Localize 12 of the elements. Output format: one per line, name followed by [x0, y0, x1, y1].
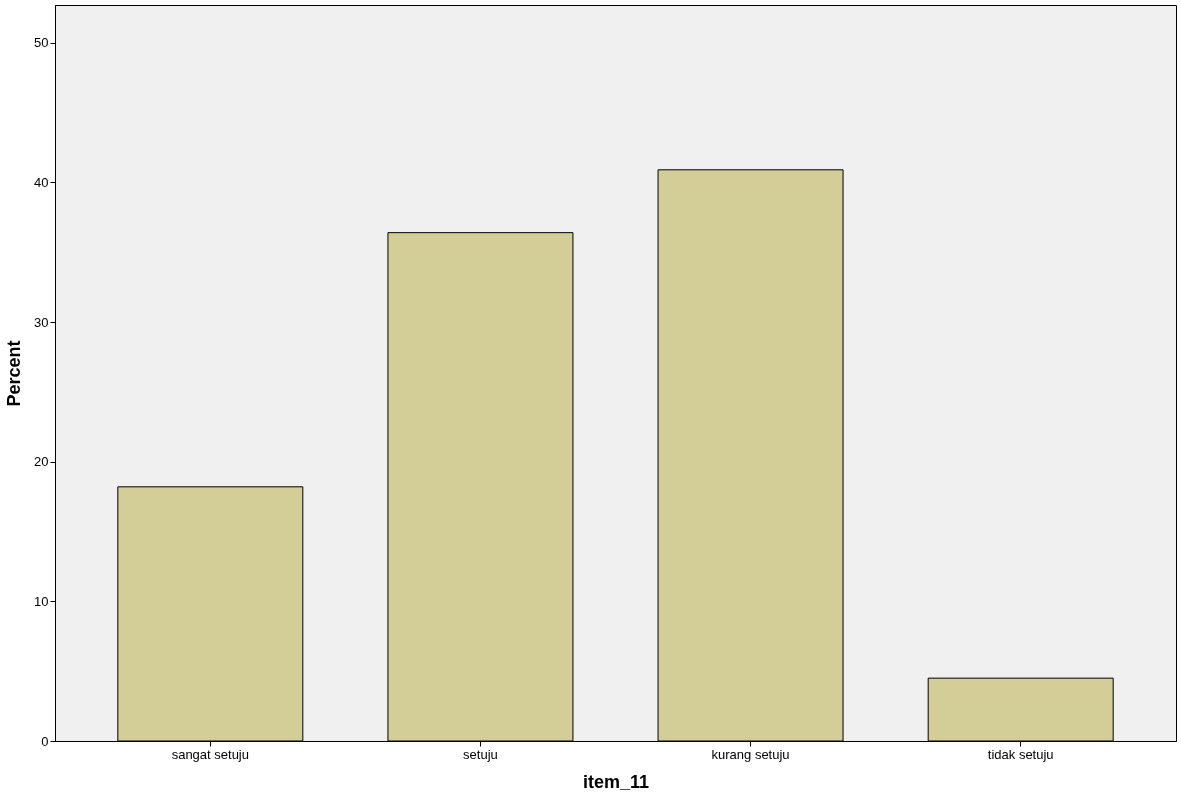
x-axis-title: item_11 — [582, 771, 650, 792]
x-tick-label: sangat setuju — [171, 746, 249, 762]
y-tick-label: 10 — [34, 593, 49, 609]
y-axis-title: Percent — [4, 340, 25, 407]
x-tick-label: kurang setuju — [711, 746, 790, 762]
x-tick-label: setuju — [463, 746, 498, 762]
y-tick-label: 40 — [34, 174, 49, 190]
y-tick-label: 0 — [41, 733, 49, 749]
y-tick-label: 50 — [34, 35, 49, 51]
y-tick-label: 20 — [34, 454, 49, 470]
y-tick-label: 30 — [34, 314, 49, 330]
x-tick-label: tidak setuju — [987, 746, 1054, 762]
